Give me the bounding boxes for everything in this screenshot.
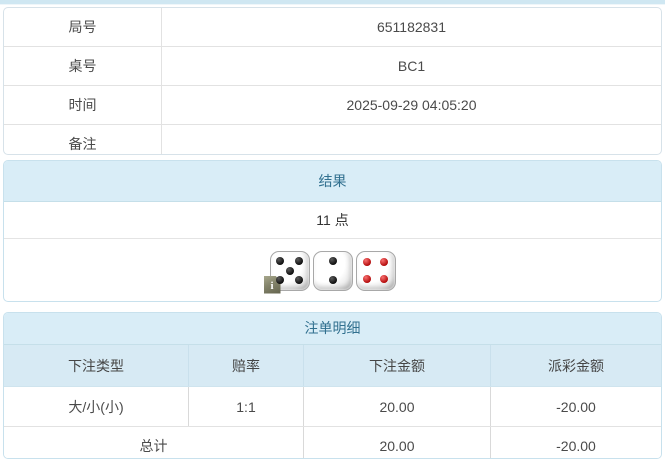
die-pip (276, 275, 285, 284)
page-top-strip (0, 0, 665, 5)
odds-column-header: 赔率 (188, 345, 304, 387)
die-pip (276, 257, 285, 266)
bet-amount-column-header: 下注金额 (303, 345, 491, 387)
round-id-value: 651182831 (161, 8, 661, 47)
die-pip (362, 257, 371, 266)
die-pip (380, 275, 389, 284)
table-row: 备注 (4, 124, 662, 155)
table-row: 时间 2025-09-29 04:05:20 (4, 85, 661, 125)
remark-label: 备注 (4, 124, 162, 154)
table-row: 局号 651182831 (4, 8, 661, 47)
time-value: 2025-09-29 04:05:20 (161, 85, 661, 125)
table-id-label: 桌号 (4, 46, 162, 86)
total-label: 总计 (4, 426, 304, 458)
total-row: 总计 20.00 -20.00 (4, 426, 661, 458)
info-badge-icon[interactable]: i (263, 275, 281, 294)
die-2 (312, 250, 353, 291)
result-header: 结果 (4, 161, 661, 202)
table-row: 桌号 BC1 (4, 46, 661, 86)
die-1: i (263, 250, 310, 294)
game-info-panel: 局号 651182831 桌号 BC1 时间 2025-09-29 04:05:… (3, 7, 662, 155)
die-pip (294, 257, 303, 266)
time-label: 时间 (4, 85, 162, 125)
payout-cell: -20.00 (490, 386, 661, 427)
remark-value (162, 125, 662, 155)
payout-column-header: 派彩金额 (490, 345, 661, 387)
die-pip (285, 266, 294, 275)
total-payout: -20.00 (490, 426, 661, 458)
bet-type-column-header: 下注类型 (4, 345, 189, 387)
table-header-row: 下注类型 赔率 下注金额 派彩金额 (4, 345, 661, 387)
game-info-table: 局号 651182831 桌号 BC1 时间 2025-09-29 04:05:… (4, 8, 662, 155)
bet-details-table: 下注类型 赔率 下注金额 派彩金额 大/小(小) 1:1 20.00 -20.0… (4, 345, 661, 458)
die-pip (328, 275, 337, 284)
die-pip (362, 275, 371, 284)
die-pip (294, 275, 303, 284)
die-pip (328, 257, 337, 266)
total-bet-amount: 20.00 (303, 426, 491, 458)
result-points: 11 点 (4, 202, 661, 239)
die-3 (355, 250, 396, 291)
die-pip (380, 257, 389, 266)
bet-type-cell: 大/小(小) (4, 386, 189, 427)
bet-details-panel: 注单明细 下注类型 赔率 下注金额 派彩金额 大/小(小) 1:1 20.00 … (3, 312, 662, 459)
round-id-label: 局号 (4, 8, 162, 47)
table-id-value: BC1 (161, 46, 661, 86)
table-row: 大/小(小) 1:1 20.00 -20.00 (4, 386, 661, 427)
bet-details-header: 注单明细 (4, 313, 661, 345)
odds-cell: 1:1 (188, 386, 304, 427)
bet-amount-cell: 20.00 (303, 386, 491, 427)
result-panel: 结果 11 点 i (3, 160, 662, 302)
dice-row: i (4, 239, 661, 301)
